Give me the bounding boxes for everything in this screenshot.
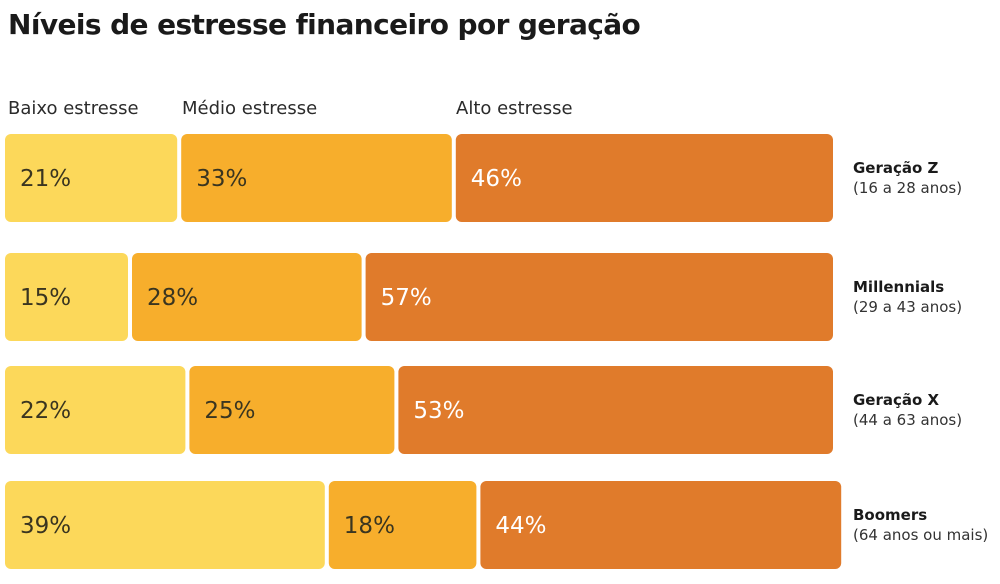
bar-low-boomers: [5, 481, 325, 569]
bar-high-geracao-x: [398, 366, 833, 454]
category-sublabel-geracao-x: (44 a 63 anos): [853, 411, 962, 429]
legend-medium-stress: Médio estresse: [182, 98, 318, 119]
bar-label-medium-geracao-z: 33%: [196, 166, 247, 192]
category-sublabel-geracao-z: (16 a 28 anos): [853, 179, 962, 197]
category-sublabel-boomers: (64 anos ou mais): [853, 526, 988, 544]
bar-medium-geracao-x: [189, 366, 395, 454]
legend-high-stress: Alto estresse: [456, 98, 573, 119]
bar-label-medium-boomers: 18%: [344, 513, 395, 539]
bar-label-low-millennials: 15%: [20, 285, 71, 311]
legend-low-stress: Baixo estresse: [8, 98, 139, 119]
bar-label-high-millennials: 57%: [381, 285, 432, 311]
bar-medium-boomers: [328, 481, 477, 569]
category-label-geracao-z: Geração Z: [853, 159, 939, 177]
bar-low-geracao-z: [5, 134, 178, 222]
bar-label-medium-geracao-x: 25%: [204, 398, 255, 424]
bar-label-low-geracao-x: 22%: [20, 398, 71, 424]
bar-label-low-geracao-z: 21%: [20, 166, 71, 192]
bar-medium-millennials: [132, 253, 362, 341]
bar-label-low-boomers: 39%: [20, 513, 71, 539]
bar-high-millennials: [365, 253, 833, 341]
bar-label-high-geracao-z: 46%: [471, 166, 522, 192]
bar-high-boomers: [480, 481, 842, 569]
bar-low-geracao-x: [5, 366, 186, 454]
bar-low-millennials: [5, 253, 128, 341]
bar-label-high-geracao-x: 53%: [413, 398, 464, 424]
bar-high-geracao-z: [455, 134, 833, 222]
bar-label-high-boomers: 44%: [495, 513, 546, 539]
category-label-boomers: Boomers: [853, 506, 927, 524]
category-sublabel-millennials: (29 a 43 anos): [853, 298, 962, 316]
bar-label-medium-millennials: 28%: [147, 285, 198, 311]
chart-title: Níveis de estresse financeiro por geraçã…: [8, 8, 641, 41]
bar-medium-geracao-z: [181, 134, 452, 222]
category-label-geracao-x: Geração X: [853, 391, 940, 409]
category-label-millennials: Millennials: [853, 278, 944, 296]
